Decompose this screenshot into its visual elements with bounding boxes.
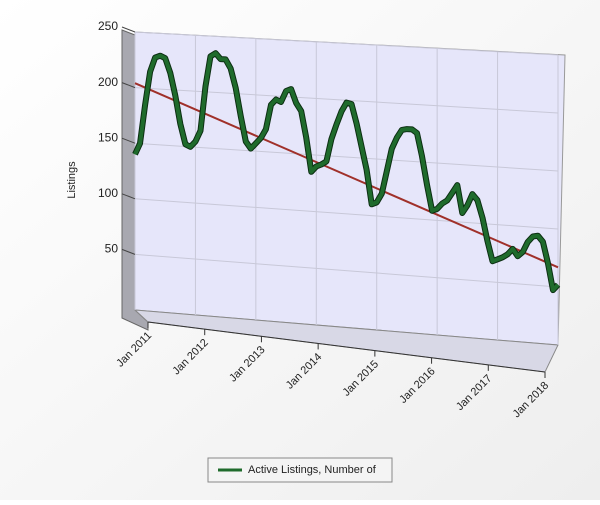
series-line	[133, 51, 560, 293]
y-tick-label: 150	[98, 130, 118, 144]
y-axis-label: Listings	[66, 161, 78, 199]
back-wall	[134, 31, 566, 346]
y-tick-label: 50	[105, 242, 119, 256]
grid-line	[134, 253, 559, 288]
grid-line	[134, 31, 559, 56]
grid-line	[134, 142, 559, 172]
y-tick-label: 200	[98, 75, 118, 89]
grid-line	[134, 198, 559, 230]
legend-label: Active Listings, Number of	[248, 464, 377, 476]
y-tick	[121, 26, 136, 33]
x-axis	[147, 321, 546, 373]
y-tick-label: 100	[98, 186, 118, 200]
y-tick	[121, 137, 136, 144]
y-tick	[121, 248, 136, 255]
y-tick	[121, 193, 136, 200]
y-tick-label: 250	[98, 19, 118, 33]
y-tick	[121, 82, 136, 89]
